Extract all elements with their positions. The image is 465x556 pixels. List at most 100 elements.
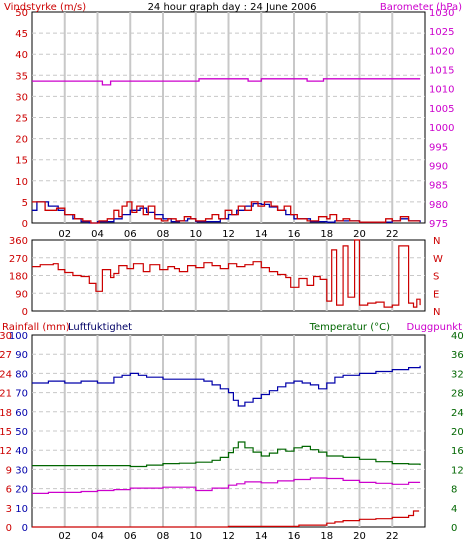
- x-tick-label: 12: [222, 531, 235, 542]
- right-tick-label: N: [433, 307, 440, 318]
- left-tick-label: 10: [15, 504, 28, 515]
- right-tick-label: 1010: [429, 85, 454, 96]
- left-tick-label: 12: [0, 446, 12, 457]
- right-tick-label: 36: [451, 350, 464, 361]
- temp-series-line: [32, 441, 421, 468]
- left-tick-label: 0: [22, 307, 28, 318]
- right-tick-label: 980: [429, 200, 448, 211]
- hum-series-line: [32, 365, 421, 407]
- right-tick-label: 28: [451, 389, 464, 400]
- right-tick-label: 1015: [429, 66, 454, 77]
- barometer-axis-title: Barometer (hPa): [380, 2, 462, 13]
- x-tick-label: 18: [320, 531, 333, 542]
- wind-axis-title: Vindstyrke (m/s): [4, 2, 86, 13]
- x-tick-label: 04: [91, 229, 104, 240]
- right-tick-label: S: [433, 272, 439, 283]
- dew-series-line: [32, 477, 421, 494]
- right-tick-label: 1025: [429, 27, 454, 38]
- left-tick-label: 30: [15, 92, 28, 103]
- x-tick-label: 12: [222, 229, 235, 240]
- x-tick-label: 14: [255, 531, 268, 542]
- right-tick-label: 20: [451, 427, 464, 438]
- right-tick-label: 40: [451, 331, 464, 342]
- right-tick-label: 1030: [429, 8, 454, 19]
- right-tick-label: 985: [429, 181, 448, 192]
- x-tick-label: 16: [288, 229, 301, 240]
- x-tick-label: 08: [157, 229, 170, 240]
- dir-series-line: [32, 239, 421, 308]
- left-tick-label: 40: [15, 50, 28, 61]
- left-tick-label: 0: [22, 523, 28, 534]
- left-tick-label: 0: [22, 219, 28, 230]
- x-tick-label: 02: [58, 229, 71, 240]
- left-tick-label: 15: [0, 427, 12, 438]
- tick-labels: 0510152025303540455097598098599099510001…: [0, 8, 464, 542]
- right-tick-label: W: [433, 254, 443, 265]
- left-tick-label: 45: [15, 29, 28, 40]
- left-tick-label: 9: [6, 465, 12, 476]
- chart-title: 24 hour graph day : 24 June 2006: [148, 2, 317, 13]
- series-lines: [32, 78, 421, 528]
- x-tick-label: 14: [255, 229, 268, 240]
- left-tick-label: 70: [15, 389, 28, 400]
- left-tick-label: 360: [9, 236, 28, 247]
- left-tick-label: 25: [15, 114, 28, 125]
- wind-series-line: [32, 201, 421, 224]
- right-tick-label: 24: [451, 408, 464, 419]
- x-tick-label: 06: [124, 229, 137, 240]
- x-tick-label: 08: [157, 531, 170, 542]
- temperature-axis-title: Temperatur (°C): [309, 322, 390, 333]
- left-tick-label: 30: [0, 331, 12, 342]
- x-tick-label: 04: [91, 531, 104, 542]
- left-tick-label: 15: [15, 156, 28, 167]
- left-tick-label: 100: [9, 331, 28, 342]
- x-tick-label: 20: [353, 531, 366, 542]
- right-tick-label: N: [433, 236, 440, 247]
- x-tick-label: 16: [288, 531, 301, 542]
- grid-lines: [32, 12, 425, 527]
- baro-series-line: [32, 78, 421, 86]
- right-tick-label: 4: [451, 504, 457, 515]
- x-tick-label: 06: [124, 531, 137, 542]
- left-tick-label: 20: [15, 135, 28, 146]
- x-tick-label: 10: [189, 229, 202, 240]
- left-tick-label: 30: [15, 465, 28, 476]
- left-tick-label: 5: [22, 198, 28, 209]
- right-tick-label: 8: [451, 485, 457, 496]
- left-tick-label: 21: [0, 389, 12, 400]
- x-tick-label: 22: [386, 531, 399, 542]
- left-tick-label: 6: [6, 485, 12, 496]
- right-tick-label: 975: [429, 219, 448, 230]
- left-tick-label: 50: [15, 427, 28, 438]
- right-tick-label: 12: [451, 465, 464, 476]
- rainfall-axis-title: Rainfall (mm): [2, 322, 70, 333]
- left-tick-label: 90: [15, 350, 28, 361]
- humidity-axis-title: Luftfuktighet: [68, 322, 132, 333]
- left-tick-label: 270: [9, 254, 28, 265]
- left-tick-label: 27: [0, 350, 12, 361]
- left-tick-label: 0: [6, 523, 12, 534]
- rain-series-line: [32, 510, 420, 528]
- right-tick-label: 995: [429, 142, 448, 153]
- x-tick-label: 20: [353, 229, 366, 240]
- right-tick-label: 0: [451, 523, 457, 534]
- left-tick-label: 40: [15, 446, 28, 457]
- right-tick-label: 990: [429, 161, 448, 172]
- left-tick-label: 10: [15, 177, 28, 188]
- left-tick-label: 3: [6, 504, 12, 515]
- gust-series-line: [32, 201, 421, 224]
- left-tick-label: 35: [15, 71, 28, 82]
- right-tick-label: 16: [451, 446, 464, 457]
- right-tick-label: 1000: [429, 123, 454, 134]
- left-tick-label: 18: [0, 408, 12, 419]
- dewpoint-axis-title: Duggpunkt: [407, 322, 463, 333]
- left-tick-label: 50: [15, 8, 28, 19]
- left-tick-label: 60: [15, 408, 28, 419]
- x-tick-label: 10: [189, 531, 202, 542]
- left-tick-label: 80: [15, 369, 28, 380]
- x-tick-label: 18: [320, 229, 333, 240]
- right-tick-label: 32: [451, 369, 464, 380]
- left-tick-label: 20: [15, 485, 28, 496]
- right-tick-label: 1005: [429, 104, 454, 115]
- x-tick-label: 22: [386, 229, 399, 240]
